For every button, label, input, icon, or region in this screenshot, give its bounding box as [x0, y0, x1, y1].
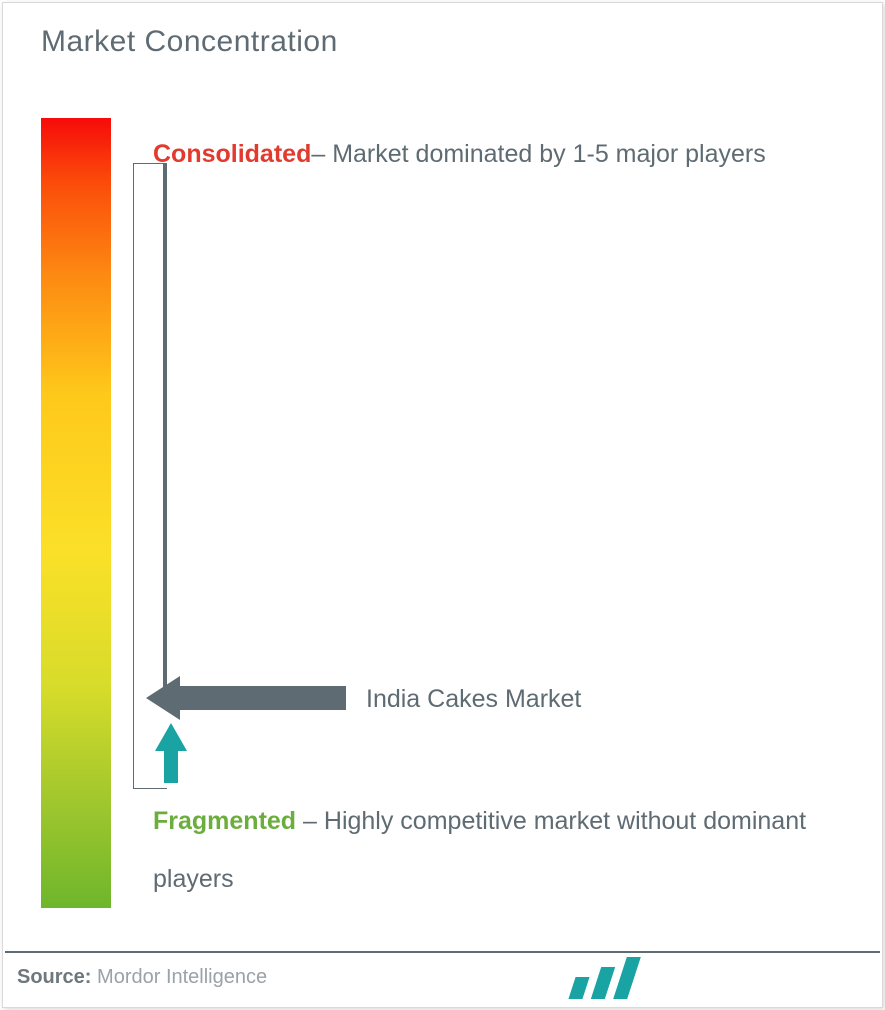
source-value: Mordor Intelligence — [97, 966, 267, 988]
consolidated-label: Consolidated– Market dominated by 1-5 ma… — [153, 126, 852, 184]
marker-label: India Cakes Market — [366, 685, 581, 714]
guide-vline-outer — [133, 163, 134, 788]
footer-rule — [5, 951, 880, 953]
arrow-head — [146, 676, 180, 720]
arrow-shaft — [176, 686, 346, 710]
logo-bar — [591, 967, 615, 999]
infographic-card: Market Concentration Consolidated– Marke… — [2, 2, 883, 1008]
logo-bar — [613, 957, 641, 999]
fragmented-strong: Fragmented — [153, 807, 296, 835]
teal-caret-stem — [164, 749, 178, 783]
marker-arrow-icon — [146, 676, 346, 720]
brand-logo-icon — [568, 957, 662, 999]
source-label: Source: — [17, 966, 91, 988]
consolidated-rest: – Market dominated by 1-5 major players — [311, 140, 765, 168]
teal-caret-icon — [155, 723, 187, 751]
page-title: Market Concentration — [41, 25, 338, 59]
guide-vline-inner — [163, 163, 167, 703]
consolidated-strong: Consolidated — [153, 140, 311, 168]
concentration-gradient-bar — [41, 118, 111, 908]
source-line: Source: Mordor Intelligence — [17, 966, 267, 989]
logo-bar — [568, 977, 589, 999]
fragmented-label: Fragmented – Highly competitive market w… — [153, 793, 852, 908]
guide-bottom-tick — [133, 788, 167, 789]
